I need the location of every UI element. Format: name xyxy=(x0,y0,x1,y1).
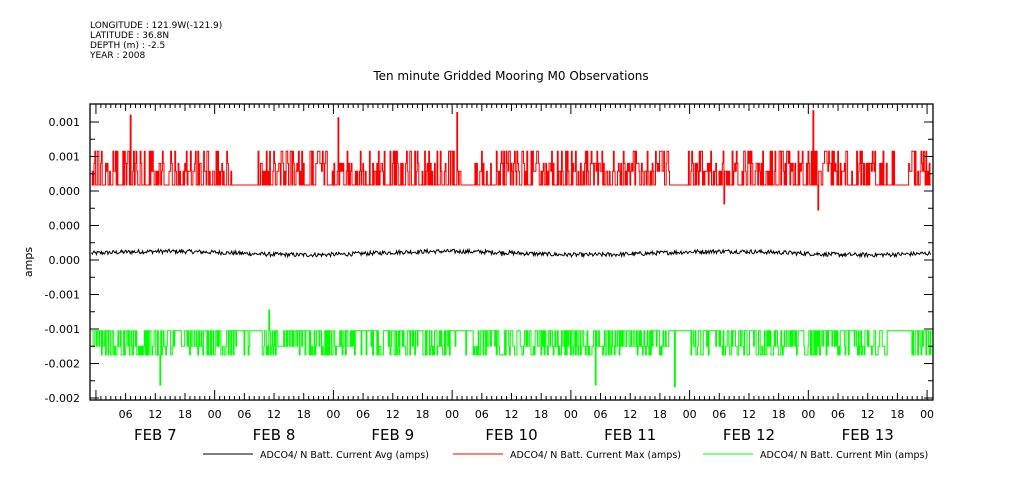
x-tick-label: 06 xyxy=(712,408,726,421)
x-tick-label: 00 xyxy=(564,408,578,421)
day-label: FEB 12 xyxy=(723,426,775,444)
x-tick-label: 00 xyxy=(801,408,815,421)
series-line-min xyxy=(91,309,932,388)
x-tick-label: 00 xyxy=(445,408,459,421)
y-tick-label: 0.000 xyxy=(49,220,81,233)
x-tick-label: 18 xyxy=(890,408,904,421)
x-tick-label: 06 xyxy=(594,408,608,421)
x-tick-label: 12 xyxy=(861,408,875,421)
x-tick-label: 18 xyxy=(178,408,192,421)
x-tick-label: 00 xyxy=(683,408,697,421)
x-tick-label: 00 xyxy=(326,408,340,421)
latitude-label: LATITUDE : 36.8N xyxy=(90,31,170,41)
day-label: FEB 9 xyxy=(371,426,414,444)
y-tick-label: -0.001 xyxy=(45,323,80,336)
x-tick-label: 06 xyxy=(475,408,489,421)
y-tick-label: -0.002 xyxy=(45,358,80,371)
depth-label: DEPTH (m) : -2.5 xyxy=(90,41,166,51)
day-label: FEB 10 xyxy=(485,426,537,444)
day-label: FEB 13 xyxy=(842,426,894,444)
x-tick-label: 12 xyxy=(505,408,519,421)
x-tick-label: 06 xyxy=(119,408,133,421)
x-tick-label: 18 xyxy=(415,408,429,421)
day-label: FEB 11 xyxy=(604,426,656,444)
x-tick-label: 06 xyxy=(356,408,370,421)
x-tick-label: 12 xyxy=(267,408,281,421)
legend-label: ADCO4/ N Batt. Current Avg (amps) xyxy=(260,450,429,461)
legend-label: ADCO4/ N Batt. Current Min (amps) xyxy=(760,450,928,461)
x-tick-label: 18 xyxy=(772,408,786,421)
y-tick-label: 0.001 xyxy=(49,116,81,129)
longitude-label: LONGITUDE : 121.9W(-121.9) xyxy=(90,21,223,31)
x-tick-label: 06 xyxy=(237,408,251,421)
y-tick-label: -0.001 xyxy=(45,289,80,302)
x-tick-label: 18 xyxy=(534,408,548,421)
chart-title: Ten minute Gridded Mooring M0 Observatio… xyxy=(372,69,648,83)
day-label: FEB 8 xyxy=(253,426,296,444)
x-tick-label: 00 xyxy=(208,408,222,421)
year-label: YEAR : 2008 xyxy=(90,51,146,61)
y-axis-label: amps xyxy=(22,247,35,277)
x-tick-label: 12 xyxy=(148,408,162,421)
y-tick-label: 0.001 xyxy=(49,151,81,164)
y-tick-label: 0.000 xyxy=(49,254,81,267)
x-tick-label: 18 xyxy=(297,408,311,421)
series-line-max xyxy=(91,110,931,211)
legend-label: ADCO4/ N Batt. Current Max (amps) xyxy=(510,450,681,461)
x-tick-label: 06 xyxy=(831,408,845,421)
x-tick-label: 12 xyxy=(623,408,637,421)
y-tick-label: 0.000 xyxy=(49,185,81,198)
y-tick-label: -0.002 xyxy=(45,392,80,405)
x-tick-label: 12 xyxy=(742,408,756,421)
series-line-avg xyxy=(91,247,932,259)
x-tick-label: 12 xyxy=(386,408,400,421)
x-tick-label: 00 xyxy=(920,408,934,421)
x-tick-label: 18 xyxy=(653,408,667,421)
day-label: FEB 7 xyxy=(134,426,177,444)
